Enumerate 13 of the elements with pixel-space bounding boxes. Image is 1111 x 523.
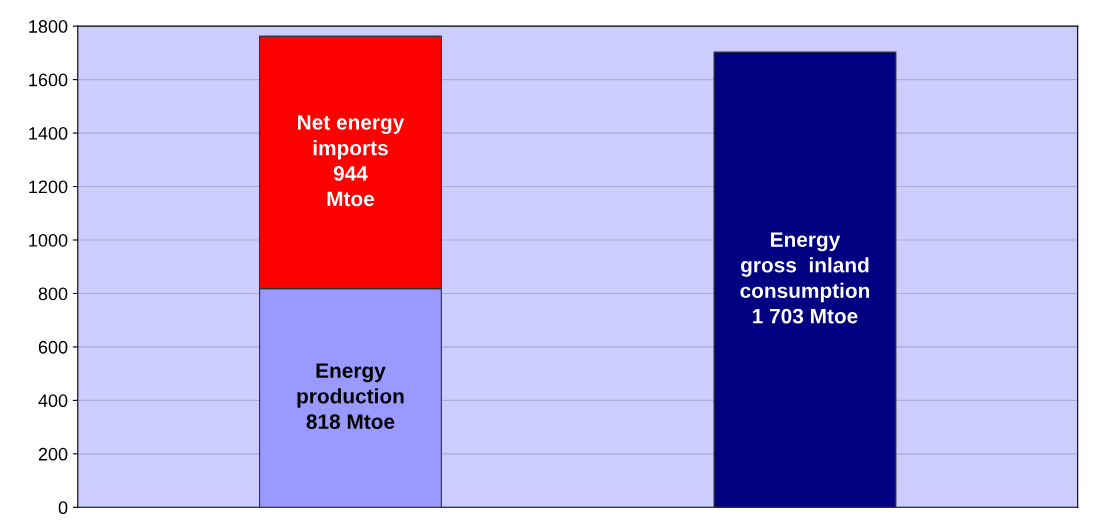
y-tick-label: 1600 xyxy=(29,73,68,87)
y-tick-label: 400 xyxy=(38,394,68,408)
y-tick-label: 1200 xyxy=(29,180,68,194)
y-tick-label: 1800 xyxy=(29,20,68,33)
y-tick-label: 1400 xyxy=(29,127,68,140)
data-label: Energy production 818 Mtoe xyxy=(297,363,404,430)
y-tick-label: 200 xyxy=(38,447,68,461)
y-tick-label: 0 xyxy=(58,501,68,515)
y-tick-label: 800 xyxy=(38,287,68,301)
y-tick-label: 1000 xyxy=(29,233,68,247)
y-tick-label: 600 xyxy=(38,340,68,354)
data-label: Energy gross inland consumption 1 703 Mtoe xyxy=(740,232,870,324)
data-label: Net energy imports 944 Mtoe xyxy=(298,115,405,207)
